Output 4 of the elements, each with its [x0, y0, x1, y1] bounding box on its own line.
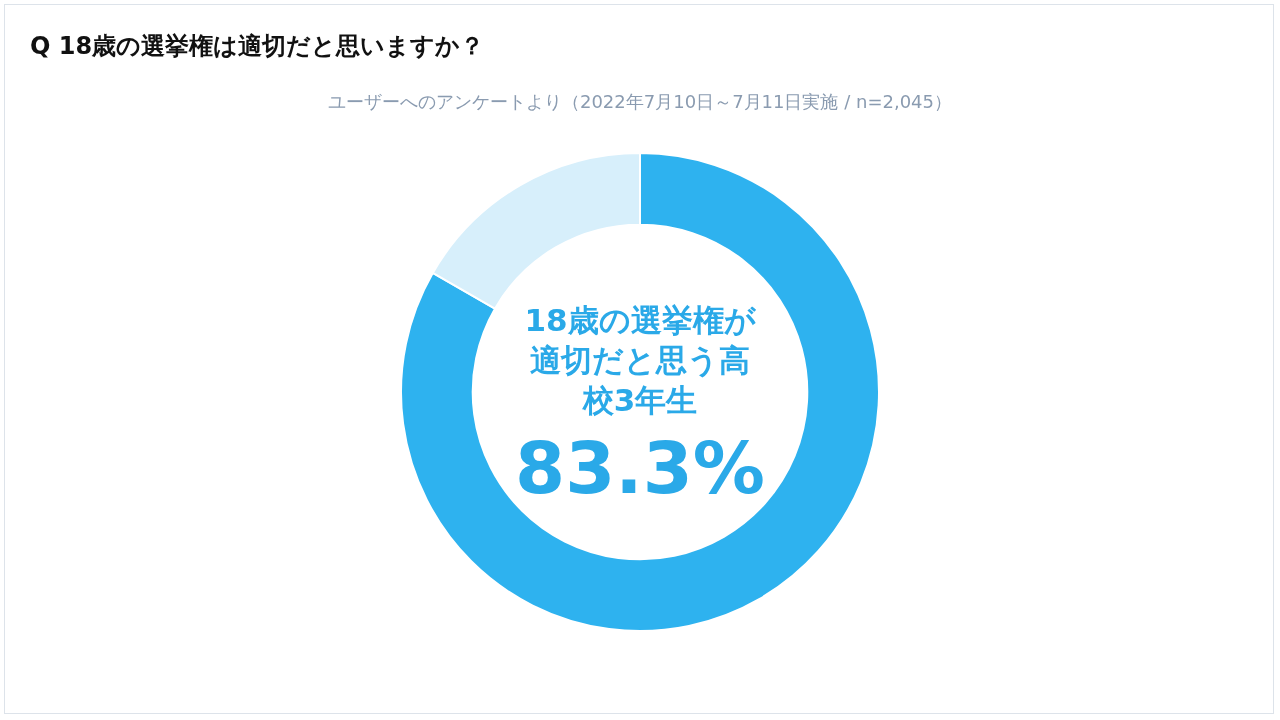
data-label: 83.3%	[514, 426, 766, 510]
chart-subtitle: ユーザーへのアンケートより（2022年7月10日～7月11日実施 / n=2,045）	[326, 90, 954, 114]
chart-title: Q 18歳の選挙権は適切だと思いますか？	[30, 31, 485, 62]
slice-label: 18歳の選挙権が適切だと思う高校3年生	[523, 301, 757, 420]
